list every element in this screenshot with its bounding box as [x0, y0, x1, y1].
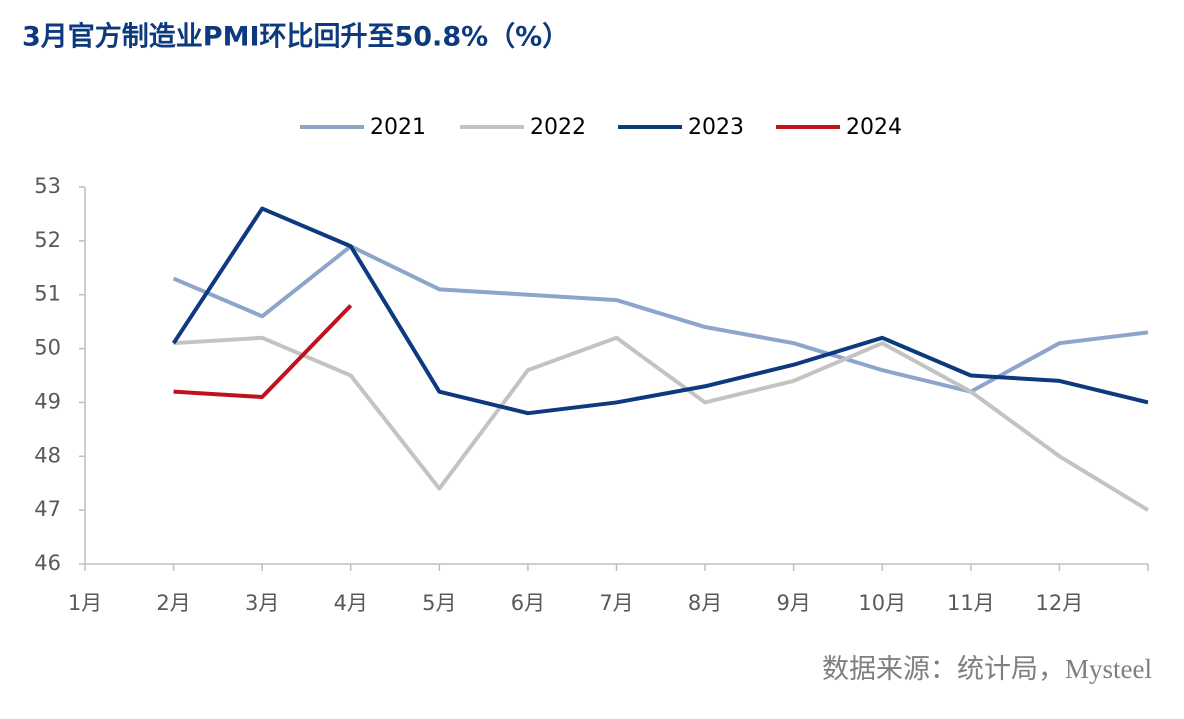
- x-tick-label: 4月: [334, 591, 368, 615]
- x-tick-label: 8月: [688, 591, 722, 615]
- legend-label: 2023: [688, 115, 744, 140]
- series-line: [172, 244, 1149, 394]
- x-tick-label: 7月: [599, 591, 633, 615]
- y-tick-label: 47: [34, 497, 61, 521]
- x-tick-label: 6月: [511, 591, 545, 615]
- series-line: [171, 206, 1149, 416]
- x-tick-label: 3月: [245, 591, 279, 615]
- chart-title: 3月官方制造业PMI环比回升至50.8%（%）: [22, 21, 569, 53]
- x-tick-label: 5月: [422, 591, 456, 615]
- legend-label: 2022: [530, 115, 586, 140]
- y-tick-label: 49: [34, 389, 61, 413]
- series-line: [173, 304, 353, 400]
- x-tick-label: 2月: [156, 591, 190, 615]
- legend-label: 2021: [370, 115, 426, 140]
- y-tick-label: 46: [34, 551, 61, 575]
- x-tick-label: 11月: [947, 591, 995, 615]
- series-line: [173, 335, 1150, 512]
- source-note: 数据来源：统计局，Mysteel: [822, 654, 1152, 684]
- x-tick-label: 12月: [1036, 591, 1084, 615]
- legend-label: 2024: [846, 115, 902, 140]
- x-tick-label: 9月: [776, 591, 810, 615]
- y-tick-label: 52: [34, 228, 61, 252]
- y-tick-label: 53: [34, 174, 61, 198]
- x-tick-label: 10月: [858, 591, 906, 615]
- y-tick-label: 50: [34, 336, 61, 360]
- x-tick-label: 1月: [68, 591, 102, 615]
- y-tick-label: 51: [34, 282, 61, 306]
- y-tick-label: 48: [34, 443, 61, 467]
